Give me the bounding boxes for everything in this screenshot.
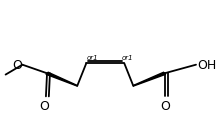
Text: O: O bbox=[160, 100, 170, 113]
Polygon shape bbox=[133, 72, 166, 86]
Text: O: O bbox=[39, 100, 49, 113]
Text: or1: or1 bbox=[122, 55, 134, 61]
Text: OH: OH bbox=[197, 59, 216, 72]
Text: or1: or1 bbox=[87, 55, 99, 61]
Text: O: O bbox=[12, 59, 22, 72]
Polygon shape bbox=[46, 72, 78, 86]
